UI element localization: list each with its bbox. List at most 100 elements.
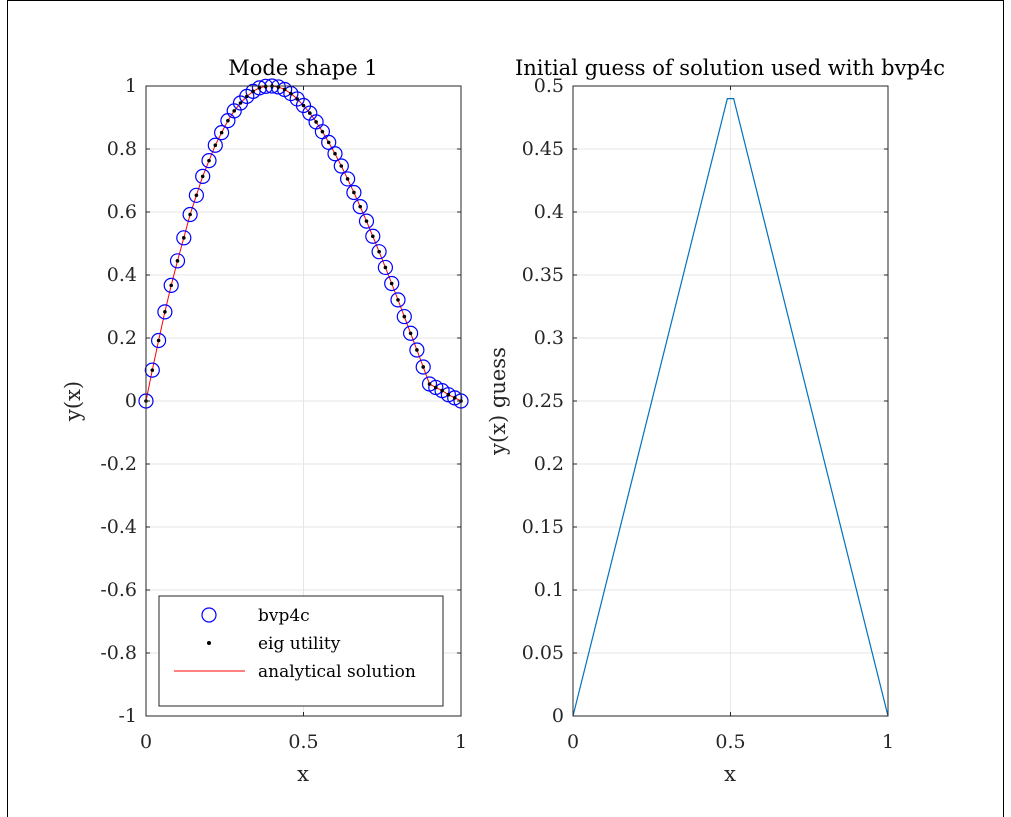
eig-utility-point	[232, 109, 236, 113]
y-tick-label: 1	[125, 75, 137, 97]
bvp4c-point	[358, 213, 375, 229]
legend[interactable]: bvp4c eig utility analytical solution	[158, 595, 444, 707]
y-tick-label: 0.1	[534, 579, 564, 601]
eig-utility-point	[182, 236, 186, 240]
legend-box	[158, 595, 444, 707]
y-tick-label: -0.8	[100, 642, 137, 664]
eig-utility-point	[226, 118, 230, 123]
eig-utility-point	[188, 212, 192, 217]
eig-utility-point	[295, 97, 300, 101]
eig-utility-point	[213, 143, 218, 148]
bvp4c-point	[226, 103, 242, 119]
bvp4c-point	[157, 304, 173, 320]
eig-utility-point	[156, 338, 161, 343]
eig-utility-point	[245, 94, 249, 99]
eig-utility-point	[415, 348, 419, 352]
eig-utility-point	[402, 314, 407, 319]
bvp4c-point	[333, 158, 349, 174]
x-tick-label: 1	[455, 731, 467, 753]
bvp4c-point	[384, 275, 400, 292]
y-tick-label: 0.6	[107, 201, 137, 223]
bvp4c-point	[214, 125, 230, 141]
eig-utility-point	[308, 111, 312, 115]
bvp4c-point	[403, 325, 419, 341]
eig-utility-point	[358, 204, 363, 209]
eig-utility-point	[320, 129, 325, 134]
y-tick-label: -0.2	[100, 453, 137, 475]
eig-utility-point	[257, 86, 262, 90]
legend-analytical-label: analytical solution	[258, 662, 416, 682]
y-tick-label: 0.4	[107, 264, 137, 286]
y-tick-label: 0.3	[534, 327, 564, 349]
y-tick-label: -0.4	[100, 516, 137, 538]
bvp4c-point	[415, 359, 431, 375]
bvp4c-point	[365, 228, 381, 244]
y-tick-label: 0	[125, 390, 137, 412]
ticks: 0 0.05 0.1 0.15 0.2 0.25 0.3 0.35 0.4 0.45 0.5 0 0.5…	[522, 75, 894, 753]
chart-title: Initial guess of solution used with bvp4…	[515, 56, 945, 80]
eig-utility-point	[282, 87, 287, 92]
eig-utility-point	[339, 164, 344, 168]
eig-utility-point	[396, 298, 400, 302]
bvp4c-point	[207, 137, 223, 153]
eig-utility-point	[333, 151, 337, 156]
eig-utility-point	[238, 101, 243, 105]
y-tick-label: 0.2	[107, 327, 137, 349]
eig-utility-point	[194, 193, 199, 198]
guess-series	[572, 97, 889, 717]
eig-utility-point	[408, 331, 413, 336]
bvp4c-point	[182, 206, 198, 223]
bvp4c-point	[377, 259, 393, 276]
x-axis-label: x	[297, 762, 309, 786]
y-tick-label: 0.35	[522, 264, 564, 286]
bvp4c-point	[151, 332, 167, 349]
x-tick-label: 0.5	[715, 731, 745, 753]
eig-utility-point	[371, 234, 375, 239]
eig-utility-point	[352, 190, 356, 195]
eig-utility-point	[207, 158, 211, 163]
x-tick-label: 0	[140, 731, 152, 753]
eig-utility-point	[301, 103, 306, 108]
eig-utility-point	[219, 130, 224, 135]
eig-utility-point	[169, 283, 173, 288]
x-tick-label: 0.5	[288, 731, 318, 753]
y-tick-label: 0.15	[522, 516, 564, 538]
x-tick-label: 1	[882, 731, 894, 753]
bvp4c-point	[195, 168, 211, 185]
legend-eig-label: eig utility	[258, 634, 341, 654]
bvp4c-point	[163, 277, 179, 293]
eig-utility-point	[326, 140, 331, 145]
y-tick-label: 0.25	[522, 390, 564, 412]
eig-utility-point	[389, 281, 394, 286]
bvp4c-point	[201, 153, 217, 169]
eig-utility-point	[175, 259, 180, 263]
y-tick-label: 0.5	[534, 75, 564, 97]
bvp4c-point	[321, 134, 337, 150]
bvp4c-point	[340, 171, 356, 187]
mode-shape-axes: -1 -0.8 -0.6 -0.4 -0.2 0 0.2 0.4 0.6 0.8 1 0 0.5 1 Mo…	[61, 56, 469, 786]
y-tick-label: 0.4	[534, 201, 564, 223]
initial-guess-axes: 0 0.05 0.1 0.15 0.2 0.25 0.3 0.35 0.4 0.45 0.5 0 0.5…	[486, 56, 945, 786]
eig-utility-point	[345, 177, 350, 181]
bvp4c-point	[176, 230, 192, 246]
eig-utility-point	[364, 219, 369, 223]
ticks: -1 -0.8 -0.6 -0.4 -0.2 0 0.2 0.4 0.6 0.8 1 0 0.5 1	[100, 75, 467, 753]
eig-utility-point	[440, 388, 444, 393]
y-tick-label: 0.8	[107, 138, 137, 160]
y-tick-label: 0.2	[534, 453, 564, 475]
eig-utility-point	[377, 249, 381, 254]
eig-utility-point	[163, 310, 167, 314]
eig-utility-point	[200, 174, 205, 179]
y-axis-label: y(x)	[61, 381, 85, 422]
eig-utility-point	[434, 385, 438, 390]
bvp4c-point	[169, 253, 186, 269]
eig-utility-markers	[144, 84, 463, 403]
eig-utility-point	[150, 368, 155, 372]
eig-utility-point	[421, 365, 426, 369]
bvp4c-point	[352, 199, 368, 215]
chart-title: Mode shape 1	[228, 56, 377, 80]
bvp4c-point	[409, 342, 425, 358]
eig-utility-point	[289, 91, 293, 96]
y-tick-label: -0.6	[100, 579, 137, 601]
